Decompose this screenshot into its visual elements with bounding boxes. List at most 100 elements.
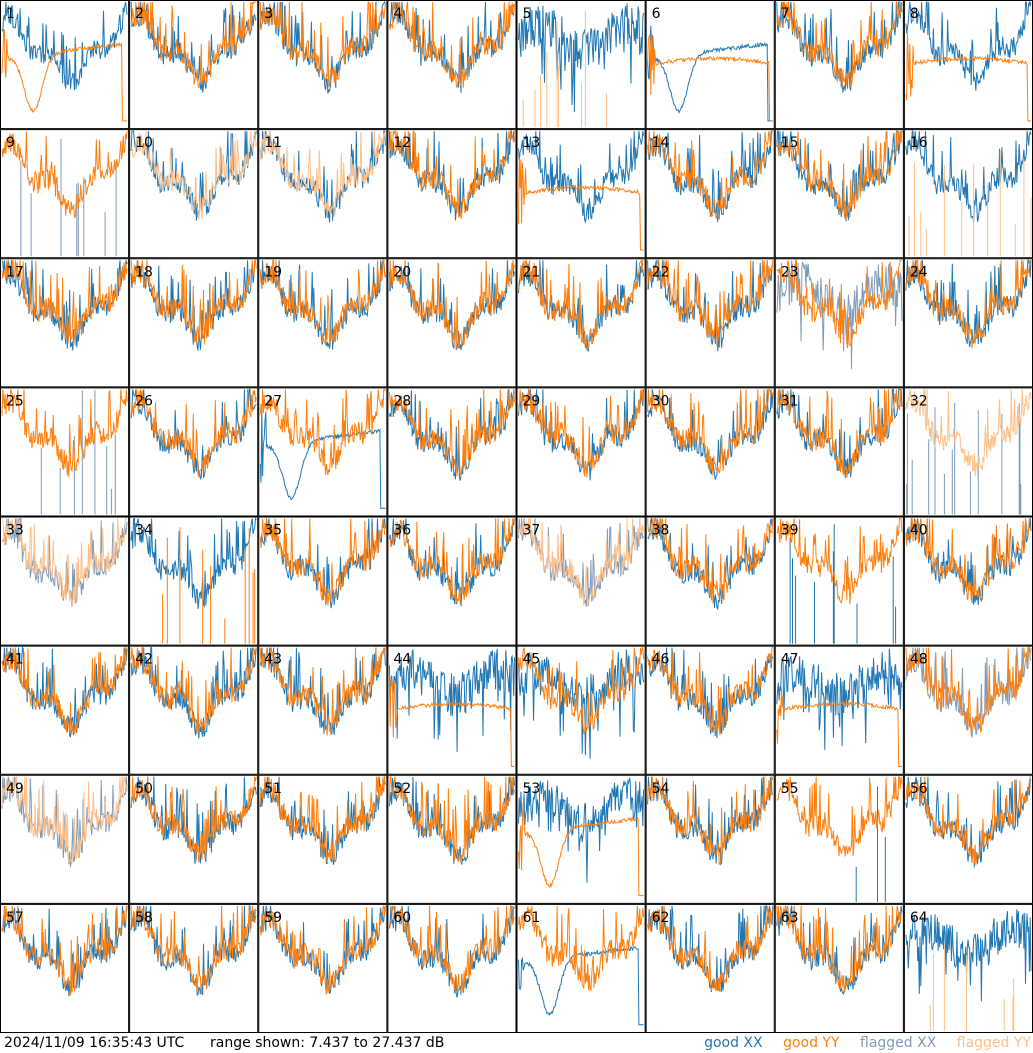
trace-yy-good (388, 518, 515, 605)
trace-yy-good (518, 158, 644, 251)
panel-40: 40 (903, 516, 1033, 646)
panel-28: 28 (387, 387, 517, 517)
panel-42: 42 (129, 645, 259, 775)
panel-61: 61 (516, 903, 646, 1033)
panel-label: 52 (393, 781, 411, 797)
panel-label: 50 (135, 781, 153, 797)
panel-36: 36 (387, 516, 517, 646)
panel-label: 26 (135, 393, 153, 409)
trace-yy-good (647, 259, 774, 347)
panel-label: 36 (393, 523, 411, 539)
panel-frame (0, 129, 130, 259)
panel-30: 30 (645, 387, 775, 517)
trace-xx-good (905, 0, 1032, 91)
trace-yy-good (388, 129, 515, 219)
panel-label: 43 (264, 652, 282, 668)
trace-yy-good (1, 258, 128, 346)
panel-label: 47 (781, 652, 799, 668)
panel-label: 18 (135, 264, 153, 280)
trace-yy-good (776, 518, 903, 605)
panel-label: 4 (393, 6, 402, 22)
panel-26: 26 (129, 387, 259, 517)
trace-yy-good (776, 259, 902, 349)
trace-xx-good (1, 1, 128, 91)
panel-label: 29 (523, 393, 541, 409)
panel-frame (903, 129, 1033, 259)
panel-label: 63 (781, 910, 799, 926)
panel-48: 48 (903, 645, 1033, 775)
panel-frame (0, 0, 130, 130)
panel-label: 6 (652, 6, 661, 22)
panel-13: 13 (516, 129, 646, 259)
panel-51: 51 (258, 774, 388, 904)
panel-label: 49 (6, 781, 24, 797)
panel-57: 57 (0, 903, 130, 1033)
trace-yy-flagged (130, 131, 257, 220)
trace-yy-good (130, 776, 257, 863)
panel-label: 56 (910, 781, 928, 797)
panel-2: 2 (129, 0, 259, 130)
trace-yy-good (388, 677, 515, 767)
trace-yy-good (259, 647, 386, 736)
panel-8: 8 (903, 0, 1033, 130)
legend-good-yy: good YY (783, 1035, 840, 1051)
panel-label: 51 (264, 781, 282, 797)
trace-yy-good (776, 776, 903, 857)
panel-4: 4 (387, 0, 517, 130)
panel-label: 2 (135, 6, 144, 22)
panel-frame (774, 129, 904, 259)
panel-frame (774, 516, 904, 646)
panel-44: 44 (387, 645, 517, 775)
panel-label: 28 (393, 393, 411, 409)
legend: good XX good YY flagged XX flagged YY (688, 1033, 1031, 1053)
panel-25: 25 (0, 387, 130, 517)
panel-frame (774, 903, 904, 1033)
legend-flagged-yy: flagged YY (956, 1035, 1031, 1051)
trace-yy-good (647, 647, 773, 735)
panel-frame (645, 387, 775, 517)
trace-xx-good (776, 648, 903, 750)
panel-24: 24 (903, 258, 1033, 388)
trace-yy-good (905, 259, 1032, 349)
trace-yy-good (130, 259, 257, 345)
panel-47: 47 (774, 645, 904, 775)
panel-label: 58 (135, 910, 153, 926)
panel-label: 7 (781, 6, 790, 22)
trace-yy-good (518, 258, 644, 351)
trace-yy-good (905, 32, 1031, 122)
panel-label: 55 (781, 781, 799, 797)
panel-label: 35 (264, 523, 282, 539)
panel-3: 3 (258, 0, 388, 130)
trace-yy-good (647, 905, 774, 992)
panel-41: 41 (0, 645, 130, 775)
panel-label: 42 (135, 652, 153, 668)
panel-label: 38 (652, 523, 670, 539)
panel-label: 21 (523, 264, 541, 280)
panel-6: 6 (645, 0, 775, 130)
panel-label: 12 (393, 135, 411, 151)
panel-frame (903, 903, 1033, 1033)
trace-yy-good (1, 905, 128, 995)
panel-17: 17 (0, 258, 130, 388)
panel-5: 5 (516, 0, 646, 130)
panel-19: 19 (258, 258, 388, 388)
trace-yy-good (776, 904, 903, 993)
trace-yy-good (518, 802, 644, 897)
trace-yy-good (259, 904, 386, 994)
panel-frame (774, 774, 904, 904)
trace-yy-flagged (908, 149, 1032, 257)
panel-1: 1 (0, 0, 130, 130)
panel-label: 53 (523, 781, 541, 797)
trace-yy-good (905, 776, 1031, 866)
panel-frame (516, 516, 646, 646)
trace-yy-good (518, 647, 645, 736)
trace-yy-good (647, 775, 774, 866)
panel-label: 59 (264, 910, 282, 926)
panel-label: 40 (910, 523, 928, 539)
trace-yy-good (1, 389, 128, 478)
panel-label: 5 (523, 6, 532, 22)
panel-label: 34 (135, 523, 153, 539)
panel-53: 53 (516, 774, 646, 904)
panel-59: 59 (258, 903, 388, 1033)
